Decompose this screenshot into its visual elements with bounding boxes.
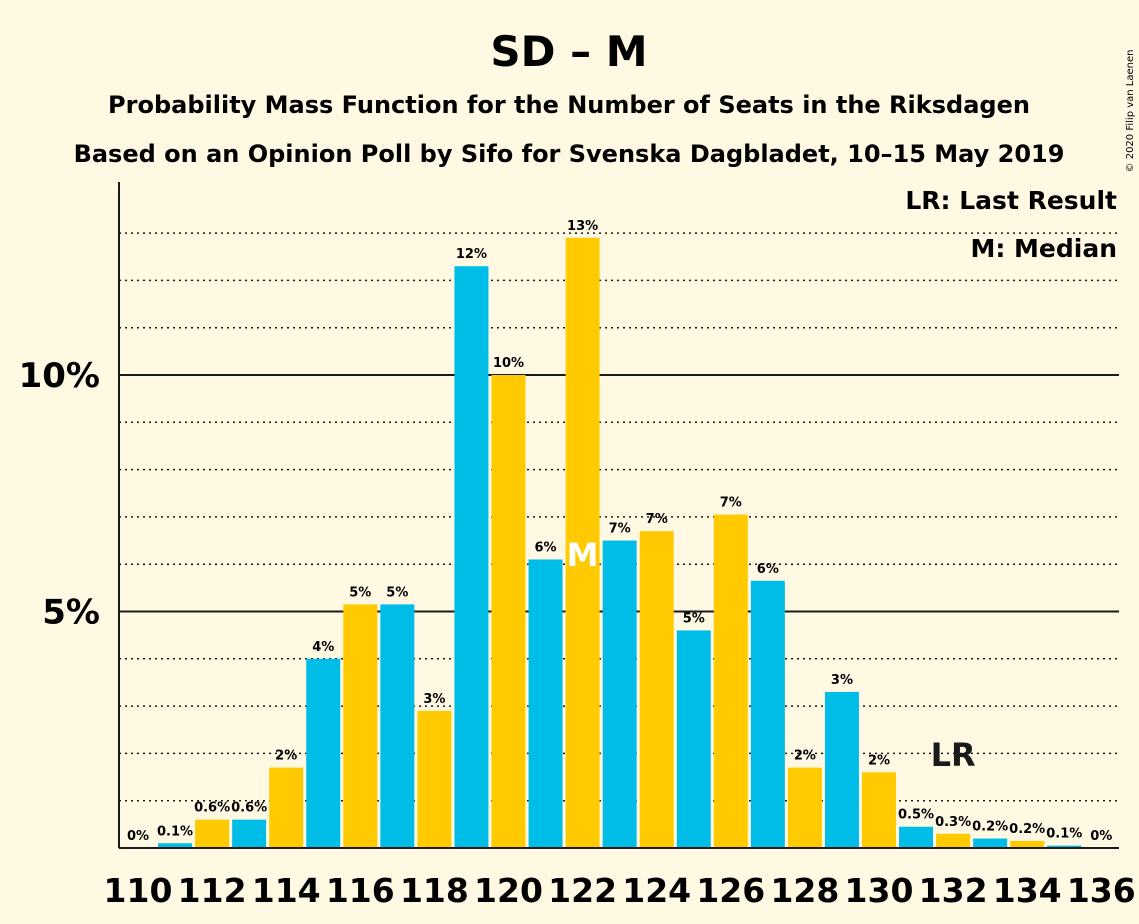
- markers: M LR: [567, 536, 976, 774]
- bar-seat-118: [417, 710, 452, 848]
- bar-label-seat-132: 0.3%: [935, 815, 971, 830]
- bar-label-seat-126: 7%: [720, 496, 742, 511]
- bar-label-seat-112: 0.6%: [194, 801, 230, 816]
- bar-seat-128: [787, 767, 822, 848]
- bar-label-seat-111: 0.1%: [157, 824, 193, 839]
- bar-seat-113: [232, 819, 267, 848]
- bar-label-seat-125: 5%: [683, 611, 705, 626]
- y-tick-label: 10%: [19, 356, 100, 396]
- median-marker: M: [567, 536, 599, 574]
- bar-seat-121: [528, 559, 563, 848]
- bar-seat-114: [269, 767, 304, 848]
- chart-subtitle-1: Probability Mass Function for the Number…: [108, 91, 1030, 119]
- bar-seat-132: [936, 833, 971, 848]
- x-tick-label: 132: [919, 871, 988, 910]
- bar-label-seat-135: 0.1%: [1046, 827, 1082, 842]
- bar-label-seat-121: 6%: [535, 540, 557, 555]
- bar-seat-119: [454, 266, 489, 849]
- bar-label-seat-131: 0.5%: [898, 808, 934, 823]
- x-tick-labels: 110 112 114 116 118 120 122 124 126 128 130 132 134 1…: [104, 871, 1136, 910]
- x-tick-label: 120: [474, 871, 543, 910]
- chart-subtitle-2: Based on an Opinion Poll by Sifo for Sve…: [74, 140, 1065, 168]
- bar-label-seat-123: 7%: [609, 522, 631, 537]
- bar-seat-134: [1010, 840, 1045, 848]
- y-tick-label: 5%: [42, 593, 100, 633]
- legend-last-result: LR: Last Result: [905, 186, 1117, 215]
- bar-label-seat-134: 0.2%: [1009, 822, 1045, 837]
- x-tick-label: 122: [548, 871, 617, 910]
- bar-label-seat-113: 0.6%: [231, 801, 267, 816]
- bar-label-seat-115: 4%: [312, 640, 334, 655]
- bar-seat-125: [676, 630, 711, 848]
- bar-seat-135: [1047, 845, 1082, 848]
- bar-seat-115: [306, 658, 341, 848]
- bar-seat-120: [491, 375, 526, 848]
- last-result-marker: LR: [931, 736, 976, 774]
- chart-title: SD – M: [490, 27, 647, 76]
- x-tick-label: 136: [1067, 871, 1136, 910]
- bar-label-seat-130: 2%: [868, 753, 890, 768]
- bar-label-seat-122: 13%: [567, 219, 598, 234]
- x-tick-label: 134: [993, 871, 1062, 910]
- bar-label-seat-133: 0.2%: [972, 820, 1008, 835]
- x-tick-label: 112: [178, 871, 247, 910]
- x-tick-label: 118: [400, 871, 469, 910]
- bar-seat-123: [602, 540, 637, 848]
- bar-label-seat-110: 0%: [127, 829, 149, 844]
- bar-label-seat-120: 10%: [493, 356, 524, 371]
- bar-seat-131: [899, 826, 934, 848]
- bar-seat-130: [862, 772, 896, 848]
- y-tick-labels: 5% 10%: [19, 356, 100, 633]
- copyright-note: © 2020 Filip van Laenen: [1125, 50, 1136, 173]
- bar-label-seat-127: 6%: [757, 562, 779, 577]
- x-tick-label: 110: [104, 871, 173, 910]
- bar-label-seat-136: 0%: [1090, 829, 1112, 844]
- bar-value-labels: 0% 0.1%0.6% 0.6%2%4%5% 5%3%12%10%6%13%7%7%5…: [127, 219, 1112, 844]
- bar-seat-126: [713, 514, 748, 848]
- bar-label-seat-119: 12%: [456, 247, 487, 262]
- bar-label-seat-129: 3%: [831, 673, 853, 688]
- bar-label-seat-116: 5%: [349, 585, 371, 600]
- x-tick-label: 124: [622, 871, 691, 910]
- x-tick-label: 126: [696, 871, 765, 910]
- bar-seat-112: [195, 819, 230, 848]
- bar-seat-133: [973, 838, 1008, 848]
- bar-seat-111: [158, 843, 193, 848]
- legend-median: M: Median: [970, 234, 1117, 263]
- bar-label-seat-128: 2%: [794, 749, 816, 764]
- x-tick-label: 116: [326, 871, 395, 910]
- bar-label-seat-118: 3%: [423, 692, 445, 707]
- bar-seat-127: [750, 580, 785, 848]
- bar-seat-129: [824, 691, 859, 848]
- bar-seat-116: [343, 604, 378, 848]
- bar-label-seat-114: 2%: [275, 749, 297, 764]
- bar-seat-117: [380, 604, 415, 848]
- x-tick-label: 130: [845, 871, 914, 910]
- x-tick-label: 128: [770, 871, 839, 910]
- bar-label-seat-124: 7%: [646, 512, 668, 527]
- bars: [158, 237, 1082, 849]
- bar-seat-122: [565, 237, 600, 848]
- x-tick-label: 114: [252, 871, 321, 910]
- bar-label-seat-117: 5%: [386, 585, 408, 600]
- bar-seat-124: [639, 531, 674, 848]
